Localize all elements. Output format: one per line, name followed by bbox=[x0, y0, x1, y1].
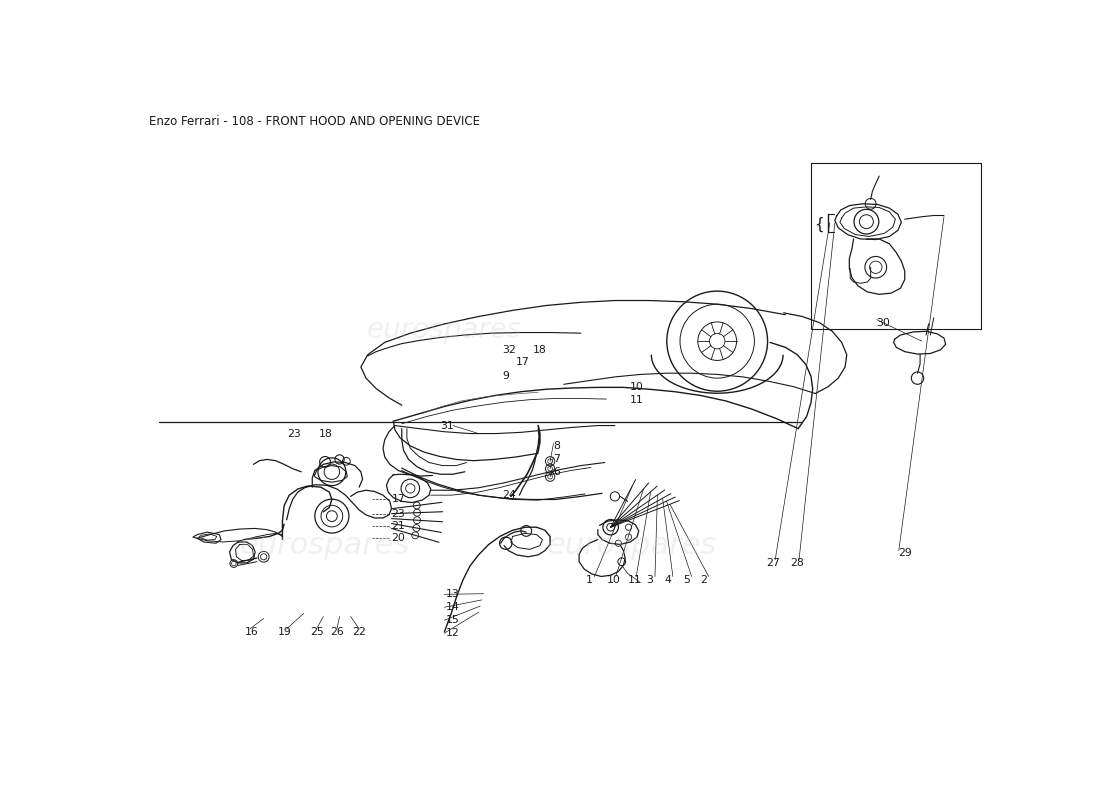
Text: 31: 31 bbox=[440, 421, 454, 430]
Text: 20: 20 bbox=[392, 534, 406, 543]
Text: 1: 1 bbox=[586, 574, 593, 585]
Text: 26: 26 bbox=[330, 627, 344, 637]
Text: 10: 10 bbox=[607, 574, 621, 585]
Text: Enzo Ferrari - 108 - FRONT HOOD AND OPENING DEVICE: Enzo Ferrari - 108 - FRONT HOOD AND OPEN… bbox=[150, 115, 480, 128]
Text: eurospares: eurospares bbox=[547, 531, 717, 560]
Circle shape bbox=[548, 466, 552, 471]
Text: eurospares: eurospares bbox=[366, 316, 522, 344]
Text: {: { bbox=[814, 217, 824, 232]
Text: 28: 28 bbox=[791, 558, 804, 568]
Circle shape bbox=[327, 510, 338, 522]
Text: 13: 13 bbox=[447, 590, 460, 599]
Text: 7: 7 bbox=[553, 454, 560, 465]
Text: 6: 6 bbox=[553, 466, 560, 477]
Text: 11: 11 bbox=[628, 574, 641, 585]
Text: 32: 32 bbox=[503, 346, 516, 355]
Text: 3: 3 bbox=[647, 574, 653, 585]
Text: 24: 24 bbox=[503, 490, 516, 500]
Text: 11: 11 bbox=[630, 394, 644, 405]
Text: 5: 5 bbox=[683, 574, 690, 585]
Text: 17: 17 bbox=[392, 494, 405, 505]
Text: 22: 22 bbox=[352, 627, 366, 637]
Text: 8: 8 bbox=[553, 441, 560, 451]
Text: 25: 25 bbox=[310, 627, 324, 637]
Text: 18: 18 bbox=[534, 346, 547, 355]
Text: 2: 2 bbox=[700, 574, 707, 585]
Text: 30: 30 bbox=[877, 318, 891, 328]
Text: eurospares: eurospares bbox=[240, 531, 410, 560]
Text: 12: 12 bbox=[447, 628, 460, 638]
Text: 14: 14 bbox=[447, 602, 460, 612]
Circle shape bbox=[548, 474, 552, 479]
Circle shape bbox=[548, 459, 552, 463]
Text: 27: 27 bbox=[767, 558, 780, 568]
Text: 18: 18 bbox=[319, 429, 333, 438]
Text: 23: 23 bbox=[392, 509, 405, 518]
Text: 19: 19 bbox=[277, 627, 292, 637]
Text: 10: 10 bbox=[630, 382, 645, 392]
Text: 16: 16 bbox=[245, 627, 258, 637]
Text: 17: 17 bbox=[516, 357, 530, 367]
Text: 4: 4 bbox=[664, 574, 671, 585]
Text: 9: 9 bbox=[503, 371, 509, 382]
Text: 23: 23 bbox=[287, 429, 300, 438]
Text: 15: 15 bbox=[447, 615, 460, 626]
Text: 21: 21 bbox=[392, 521, 405, 531]
Text: 29: 29 bbox=[898, 548, 912, 558]
